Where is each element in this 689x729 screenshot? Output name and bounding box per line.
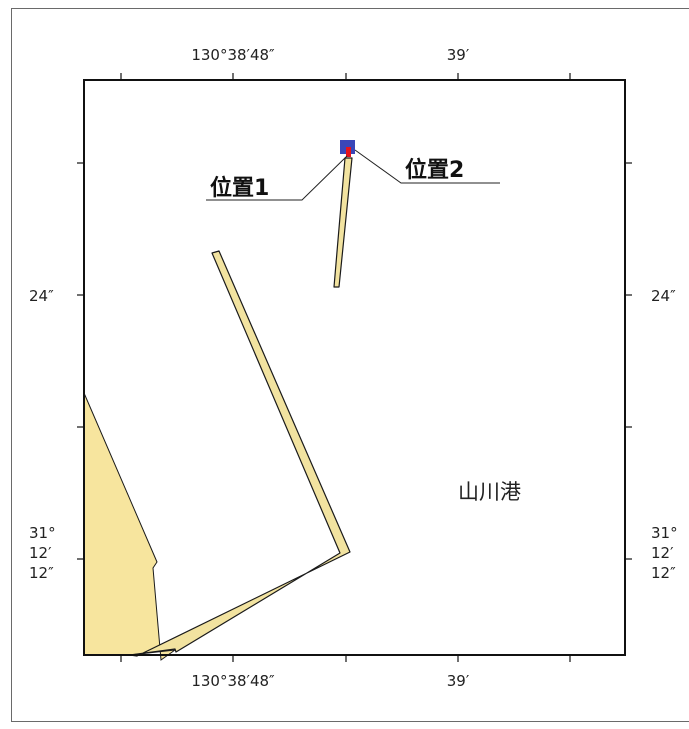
position1-marker: [346, 147, 351, 157]
pier-north: [333, 157, 353, 288]
position1-label: 位置1: [210, 175, 269, 201]
right-label-sec: 12″: [651, 564, 676, 582]
top-label-left: 130°38′48″: [191, 46, 275, 64]
position2-leader: [354, 149, 500, 184]
bottom-label-right: 39′: [447, 672, 470, 690]
bottom-ticks: [120, 655, 571, 662]
top-ticks: [120, 73, 571, 80]
right-label-upper: 24″: [651, 287, 676, 305]
position2-label: 位置2: [405, 157, 464, 183]
bottom-label-left: 130°38′48″: [191, 672, 275, 690]
position1-leader: [206, 155, 348, 201]
left-label-upper: 24″: [29, 287, 54, 305]
right-label-min: 12′: [651, 544, 674, 562]
left-label-min: 12′: [29, 544, 52, 562]
left-ticks: [77, 162, 84, 560]
left-label-sec: 12″: [29, 564, 54, 582]
map-boundary: [83, 79, 626, 656]
breakwater-long: [129, 250, 351, 657]
left-label-deg: 31°: [29, 524, 56, 542]
top-label-right: 39′: [447, 46, 470, 64]
map-frame: [11, 8, 689, 722]
right-label-deg: 31°: [651, 524, 678, 542]
place-name-label: 山川港: [458, 480, 521, 504]
right-ticks: [625, 162, 632, 560]
land-area: [83, 392, 177, 661]
